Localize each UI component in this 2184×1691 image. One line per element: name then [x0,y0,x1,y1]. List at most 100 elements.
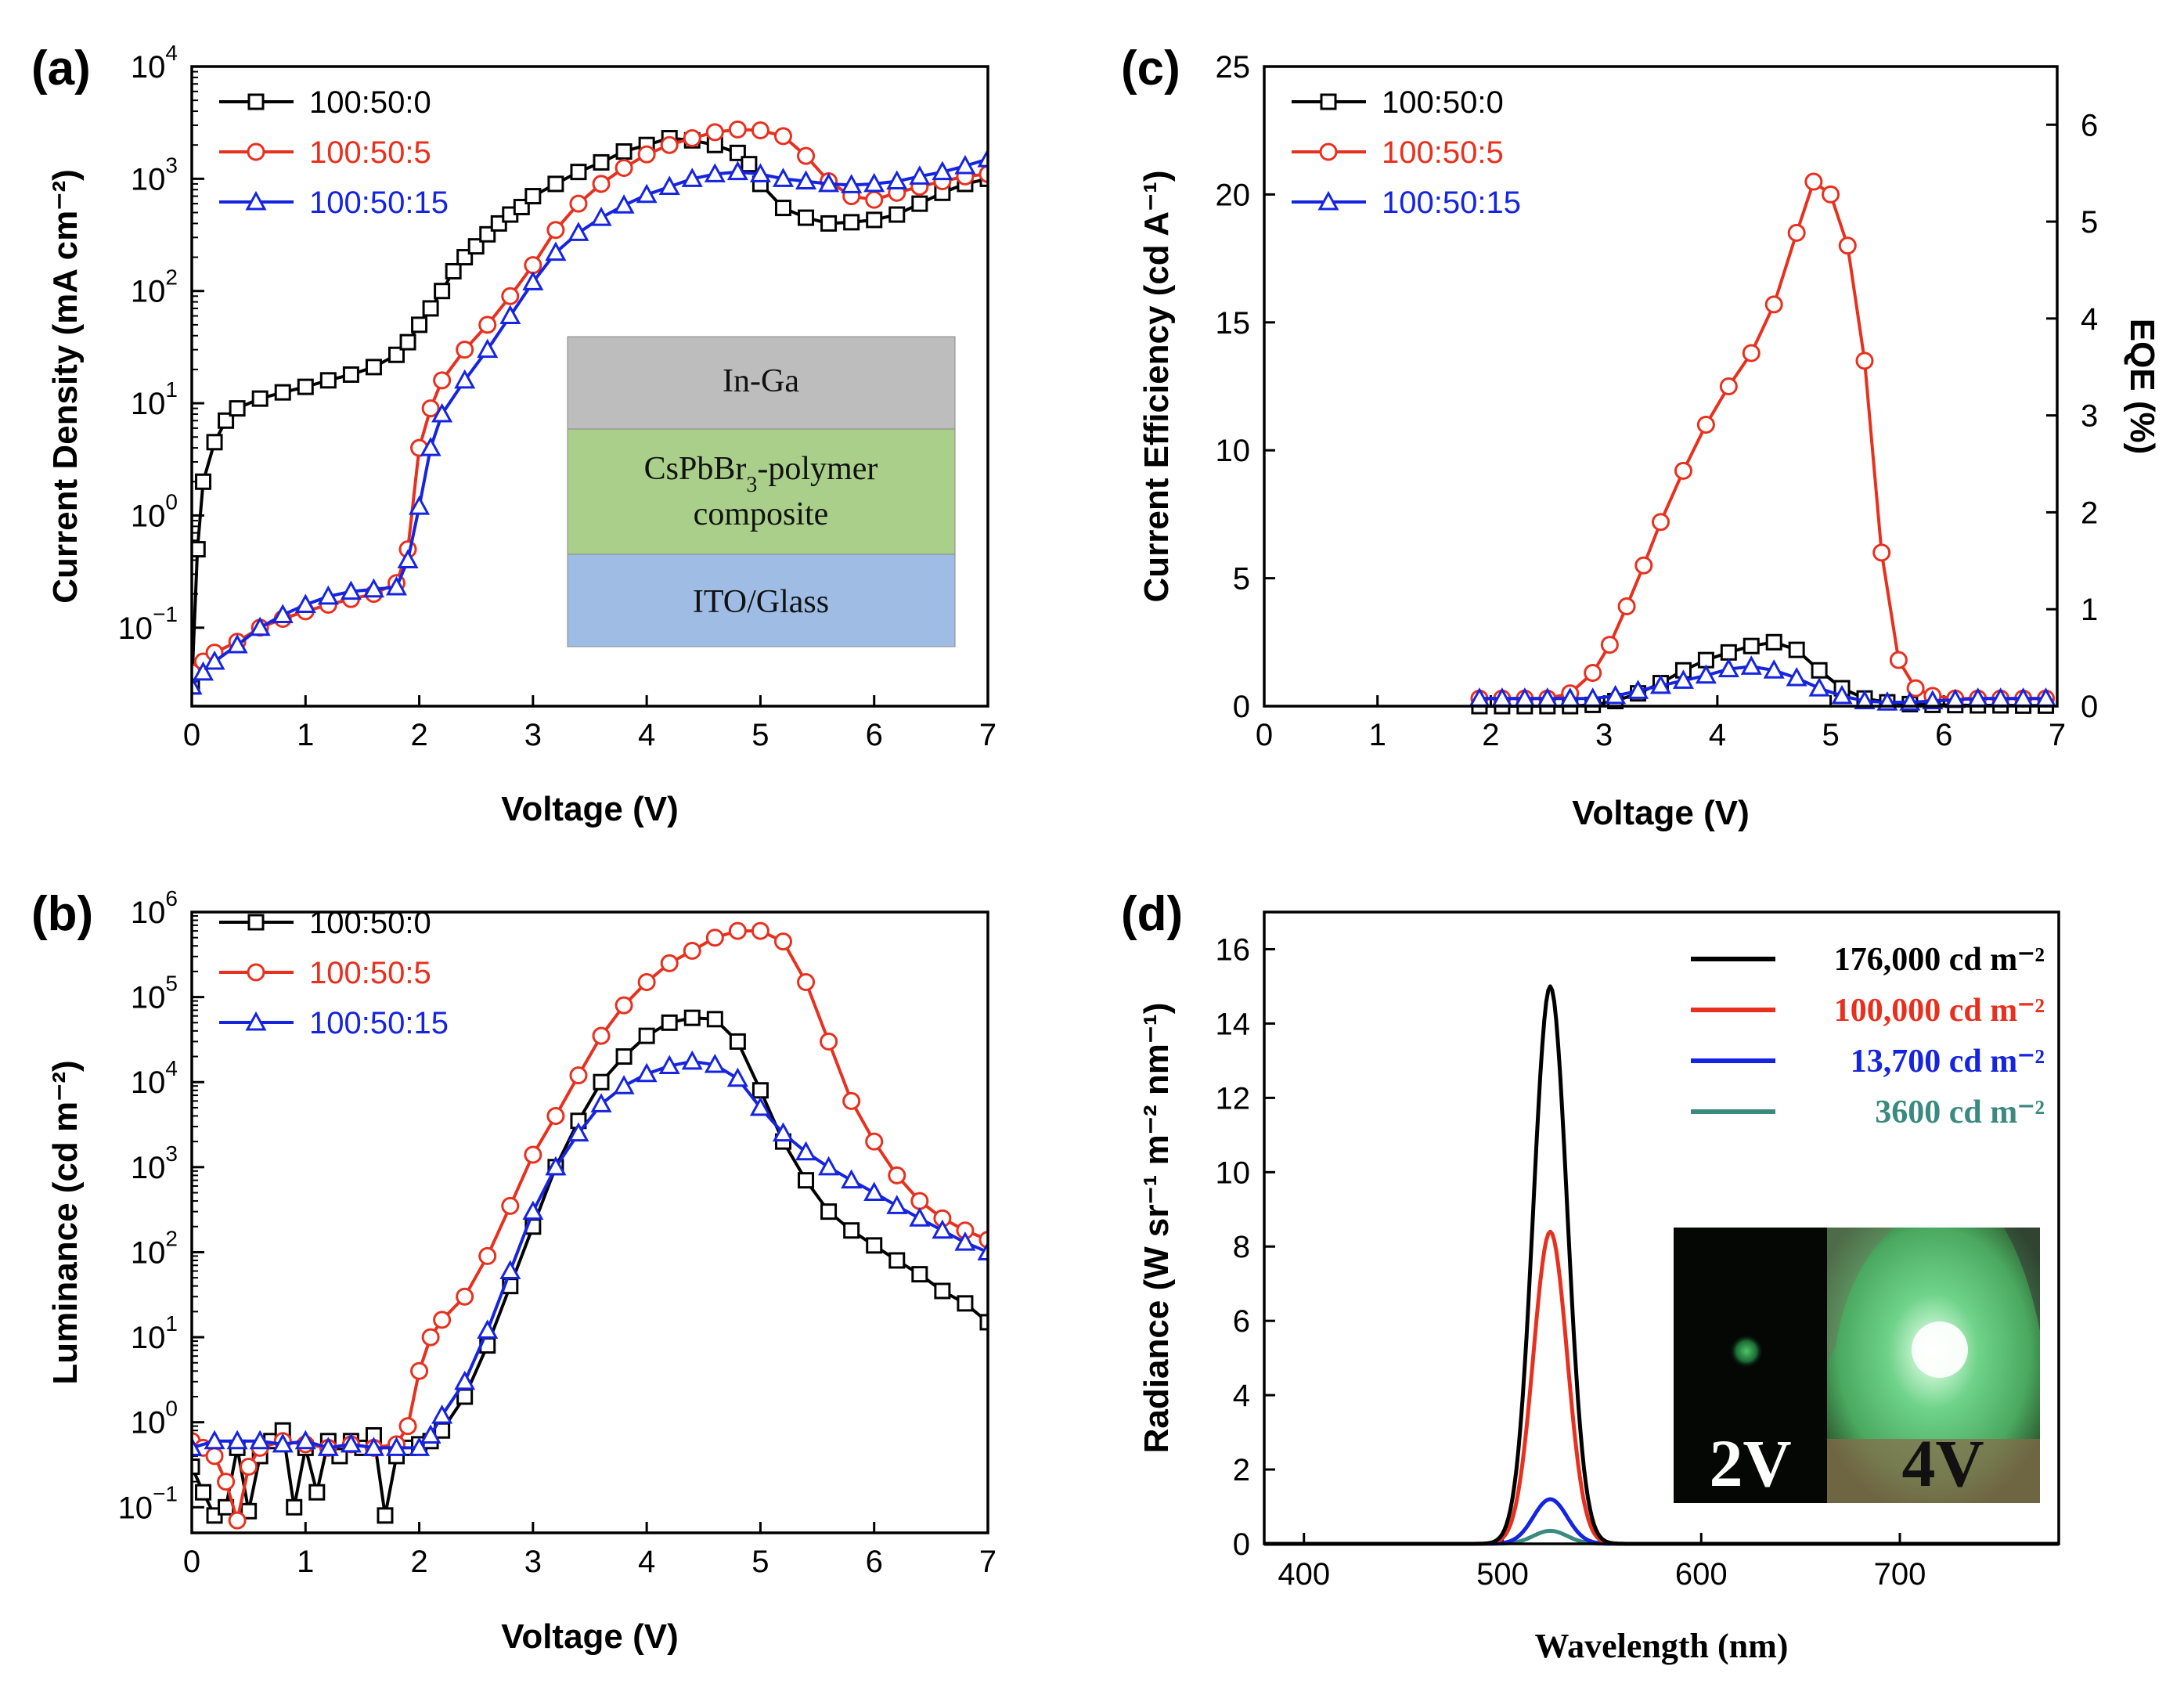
y-axis-label-a: Current Density (mA cm⁻²) [46,169,85,604]
data-point [192,1458,200,1475]
y-tick-label-a: 10−1 [118,602,178,646]
y-tick-label-b: 101 [131,1311,178,1355]
data-point [705,123,724,142]
x-tick-label-c: 7 [2049,718,2066,752]
data-point [524,1145,542,1164]
data-point [638,1027,655,1044]
y-tick-exp: 3 [165,1141,178,1166]
data-point [317,585,339,605]
data-point [1584,664,1602,683]
legend-marker [1320,93,1337,110]
y-right-tick-label-c: 3 [2081,399,2098,434]
data-point [445,262,462,279]
y-tick-label-b: 103 [131,1141,178,1185]
x-axis-label-a: Voltage (V) [501,790,679,828]
data-point [399,334,416,351]
data-point [1763,659,1785,679]
data-point [863,172,885,193]
data-point [228,1511,247,1530]
legend-marker [1317,190,1339,211]
legend-label-d: 13,700 cd m⁻² [1851,1044,2045,1080]
data-point [590,206,612,226]
data-point [886,170,908,190]
data-point [1720,644,1737,661]
data-point [204,650,225,670]
photo-4v-emission-spot [1912,1321,1968,1378]
plot-frame-d [1263,910,2060,1545]
legend-marker [247,914,265,931]
data-point [456,1287,474,1306]
y-tick-label-d: 10 [1216,1156,1251,1190]
data-point [340,1433,362,1453]
data-point [294,593,316,614]
data-point [547,175,564,193]
data-point [841,174,863,193]
data-point [431,402,453,423]
data-point [661,1014,678,1031]
data-point [1743,637,1760,654]
panel-b-label: (b) [31,887,93,941]
y-axis-label-c: Current Efficiency (cd A⁻¹) [1137,170,1176,602]
data-point [728,921,747,940]
x-tick-label-c: 5 [1822,718,1839,752]
data-point [909,1207,931,1227]
data-point [454,369,476,389]
data-point [615,143,632,160]
data-point [420,1424,441,1444]
data-point [954,154,976,175]
plot-frame-b [190,910,989,1534]
data-point [795,1141,817,1161]
legend-label-d: 100,000 cd m⁻² [1834,993,2045,1029]
data-point [863,1181,885,1202]
legend-marker [1319,142,1338,161]
series-b-3 [192,1050,988,1456]
y-tick-base: 10 [118,1491,153,1525]
panel-c-label: (c) [1121,41,1180,96]
data-point [843,1222,860,1239]
series-c-2 [1470,172,2056,708]
data-point [454,1370,476,1390]
data-point [1740,655,1762,675]
data-point [1889,651,1908,669]
y-tick-label-a: 101 [131,377,178,421]
data-point [569,194,588,213]
y-tick-base: 10 [131,1235,166,1270]
data-point [1674,461,1692,480]
layer-ito-glass [567,553,956,647]
data-point [977,1241,988,1260]
data-point [797,146,816,165]
photo-4v-shadow-right [2004,1228,2040,1331]
legend-label-a: 100:50:5 [309,135,431,170]
data-point [772,1122,795,1142]
data-point [932,1219,953,1239]
y-tick-base: 10 [131,981,166,1015]
x-tick-label-b: 2 [410,1545,427,1579]
data-point [342,366,359,383]
legend-marker [247,93,265,110]
data-point [545,1156,567,1176]
data-point [397,549,419,568]
data-point [570,164,587,181]
data-point [706,1011,723,1028]
data-point [795,170,817,190]
data-point [704,1053,726,1073]
legend-marker [245,190,267,211]
data-point [377,1507,394,1524]
x-tick-label-b: 6 [866,1545,883,1579]
x-tick-label-d: 700 [1874,1557,1926,1592]
plot-frame-c [1263,65,2059,708]
y-tick-exp: 4 [165,1056,178,1080]
data-point [977,148,988,168]
x-tick-label-b: 5 [751,1545,769,1579]
data-point [249,1430,271,1450]
data-point [272,1433,294,1453]
data-point [820,215,838,232]
data-point [294,1430,316,1450]
y-tick-exp: 0 [165,1397,178,1421]
x-tick-label-a: 0 [183,718,200,752]
y-tick-exp: 0 [165,489,178,514]
y-tick-exp: 6 [165,886,178,910]
photo-2v-label: 2V [1709,1426,1791,1501]
x-tick-label-b: 4 [638,1545,655,1579]
data-point [1634,556,1653,575]
